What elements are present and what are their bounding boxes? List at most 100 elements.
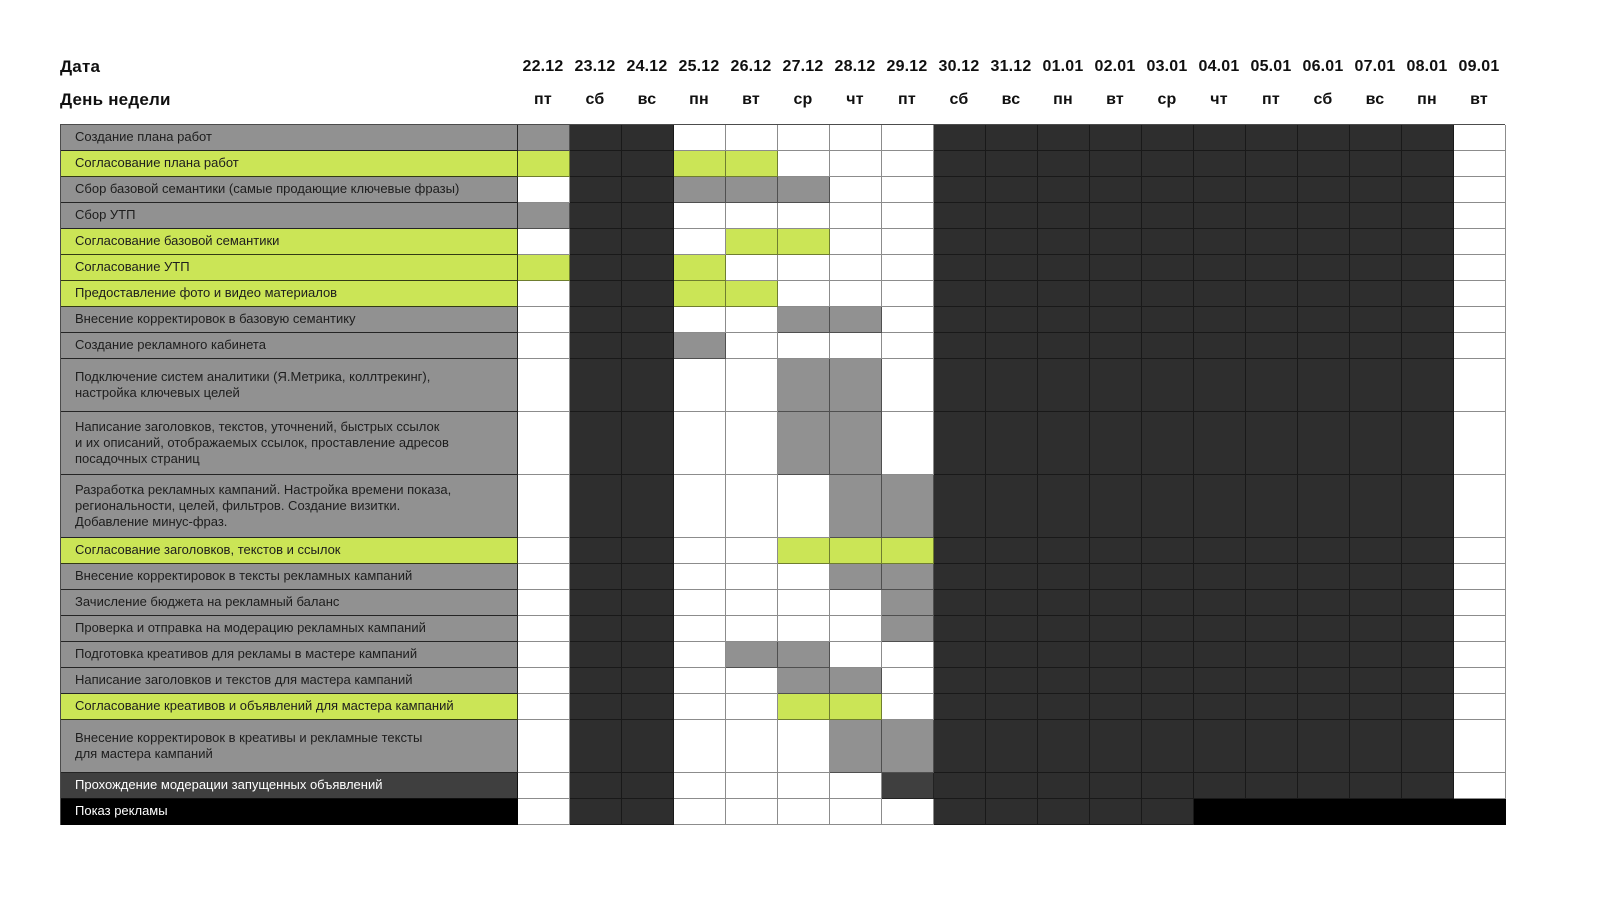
- gantt-cell-empty-09.01: [1454, 642, 1506, 668]
- gantt-cell-holiday-23.12: [570, 307, 622, 333]
- gantt-cell-empty-09.01: [1454, 203, 1506, 229]
- task-row: Показ рекламы: [61, 799, 1506, 825]
- date-header-28.12: 28.12: [834, 57, 876, 75]
- gantt-cell-holiday-08.01: [1402, 151, 1454, 177]
- gantt-cell-holiday-30.12: [934, 642, 986, 668]
- gantt-cell-holiday-06.01: [1298, 281, 1350, 307]
- gantt-cell-holiday-03.01: [1142, 281, 1194, 307]
- gantt-cell-filled-27.12: [778, 177, 830, 203]
- gantt-cell-holiday-06.01: [1298, 642, 1350, 668]
- gantt-cell-holiday-24.12: [622, 177, 674, 203]
- gantt-cell-empty-27.12: [778, 125, 830, 151]
- gantt-cell-empty-22.12: [518, 694, 570, 720]
- gantt-cell-holiday-24.12: [622, 590, 674, 616]
- task-label: Разработка рекламных кампаний. Настройка…: [61, 475, 518, 538]
- gantt-cell-holiday-23.12: [570, 616, 622, 642]
- date-header-04.01: 04.01: [1198, 57, 1240, 75]
- gantt-cell-empty-22.12: [518, 281, 570, 307]
- weekday-header-04.01: чт: [1210, 90, 1228, 108]
- gantt-cell-holiday-04.01: [1194, 255, 1246, 281]
- gantt-cell-empty-29.12: [882, 177, 934, 203]
- gantt-cell-holiday-06.01: [1298, 177, 1350, 203]
- gantt-cell-filled-27.12: [778, 694, 830, 720]
- gantt-cell-empty-28.12: [830, 151, 882, 177]
- gantt-cell-empty-29.12: [882, 668, 934, 694]
- gantt-cell-holiday-31.12: [986, 412, 1038, 475]
- gantt-cell-holiday-01.01: [1038, 125, 1090, 151]
- gantt-cell-holiday-31.12: [986, 538, 1038, 564]
- gantt-cell-holiday-04.01: [1194, 333, 1246, 359]
- gantt-cell-filled-29.12: [882, 720, 934, 773]
- gantt-cell-holiday-24.12: [622, 359, 674, 412]
- gantt-cell-holiday-07.01: [1350, 307, 1402, 333]
- gantt-cell-holiday-23.12: [570, 668, 622, 694]
- gantt-cell-holiday-23.12: [570, 125, 622, 151]
- gantt-cell-empty-28.12: [830, 616, 882, 642]
- gantt-cell-empty-27.12: [778, 720, 830, 773]
- gantt-cell-holiday-24.12: [622, 281, 674, 307]
- gantt-cell-holiday-30.12: [934, 694, 986, 720]
- gantt-cell-holiday-30.12: [934, 616, 986, 642]
- task-row: Согласование заголовков, текстов и ссыло…: [61, 538, 1506, 564]
- gantt-cell-empty-25.12: [674, 307, 726, 333]
- weekday-header-31.12: вс: [1001, 90, 1021, 108]
- task-label: Написание заголовков, текстов, уточнений…: [61, 412, 518, 475]
- gantt-cell-holiday-01.01: [1038, 799, 1090, 825]
- gantt-cell-empty-28.12: [830, 590, 882, 616]
- gantt-cell-holiday-08.01: [1402, 538, 1454, 564]
- gantt-cell-holiday-30.12: [934, 799, 986, 825]
- gantt-cell-holiday-23.12: [570, 475, 622, 538]
- gantt-cell-holiday-01.01: [1038, 642, 1090, 668]
- task-row: Согласование плана работ: [61, 151, 1506, 177]
- gantt-cell-holiday-24.12: [622, 203, 674, 229]
- task-row: Внесение корректировок в базовую семанти…: [61, 307, 1506, 333]
- gantt-cell-holiday-30.12: [934, 307, 986, 333]
- gantt-cell-holiday-06.01: [1298, 412, 1350, 475]
- gantt-cell-holiday-01.01: [1038, 475, 1090, 538]
- gantt-cell-holiday-23.12: [570, 720, 622, 773]
- gantt-cell-empty-27.12: [778, 151, 830, 177]
- gantt-cell-holiday-23.12: [570, 590, 622, 616]
- gantt-cell-holiday-02.01: [1090, 177, 1142, 203]
- gantt-cell-holiday-03.01: [1142, 255, 1194, 281]
- schedule-sheet: Дата 22.12 23.12 24.12 25.12 26.12 27.12 28.12…: [60, 50, 1506, 825]
- gantt-cell-holiday-31.12: [986, 616, 1038, 642]
- gantt-cell-empty-28.12: [830, 177, 882, 203]
- gantt-cell-empty-09.01: [1454, 538, 1506, 564]
- gantt-cell-empty-22.12: [518, 773, 570, 799]
- weekday-header-06.01: сб: [1313, 90, 1333, 108]
- gantt-cell-empty-22.12: [518, 642, 570, 668]
- gantt-cell-holiday-30.12: [934, 590, 986, 616]
- task-row: Согласование креативов и объявлений для …: [61, 694, 1506, 720]
- gantt-cell-holiday-30.12: [934, 475, 986, 538]
- gantt-cell-empty-28.12: [830, 255, 882, 281]
- gantt-cell-filled-28.12: [830, 564, 882, 590]
- gantt-cell-filled-22.12: [518, 151, 570, 177]
- gantt-cell-holiday-03.01: [1142, 590, 1194, 616]
- gantt-cell-empty-27.12: [778, 203, 830, 229]
- gantt-cell-filled-28.12: [830, 720, 882, 773]
- gantt-cell-holiday-02.01: [1090, 773, 1142, 799]
- gantt-cell-empty-25.12: [674, 538, 726, 564]
- gantt-cell-empty-29.12: [882, 642, 934, 668]
- gantt-cell-holiday-23.12: [570, 694, 622, 720]
- task-label: Согласование креативов и объявлений для …: [61, 694, 518, 720]
- gantt-cell-empty-26.12: [726, 125, 778, 151]
- gantt-cell-empty-09.01: [1454, 773, 1506, 799]
- gantt-cell-holiday-07.01: [1350, 642, 1402, 668]
- weekday-header-01.01: пн: [1053, 90, 1073, 108]
- gantt-cell-holiday-01.01: [1038, 151, 1090, 177]
- gantt-cell-empty-25.12: [674, 229, 726, 255]
- gantt-cell-holiday-31.12: [986, 307, 1038, 333]
- gantt-cell-holiday-31.12: [986, 799, 1038, 825]
- gantt-cell-holiday-02.01: [1090, 125, 1142, 151]
- gantt-cell-empty-29.12: [882, 412, 934, 475]
- gantt-cell-holiday-06.01: [1298, 475, 1350, 538]
- gantt-cell-filled-25.12: [674, 151, 726, 177]
- gantt-cell-empty-25.12: [674, 359, 726, 412]
- gantt-cell-holiday-05.01: [1246, 642, 1298, 668]
- gantt-cell-holiday-08.01: [1402, 475, 1454, 538]
- gantt-cell-empty-25.12: [674, 475, 726, 538]
- weekday-header-22.12: пт: [534, 90, 552, 108]
- gantt-cell-holiday-02.01: [1090, 564, 1142, 590]
